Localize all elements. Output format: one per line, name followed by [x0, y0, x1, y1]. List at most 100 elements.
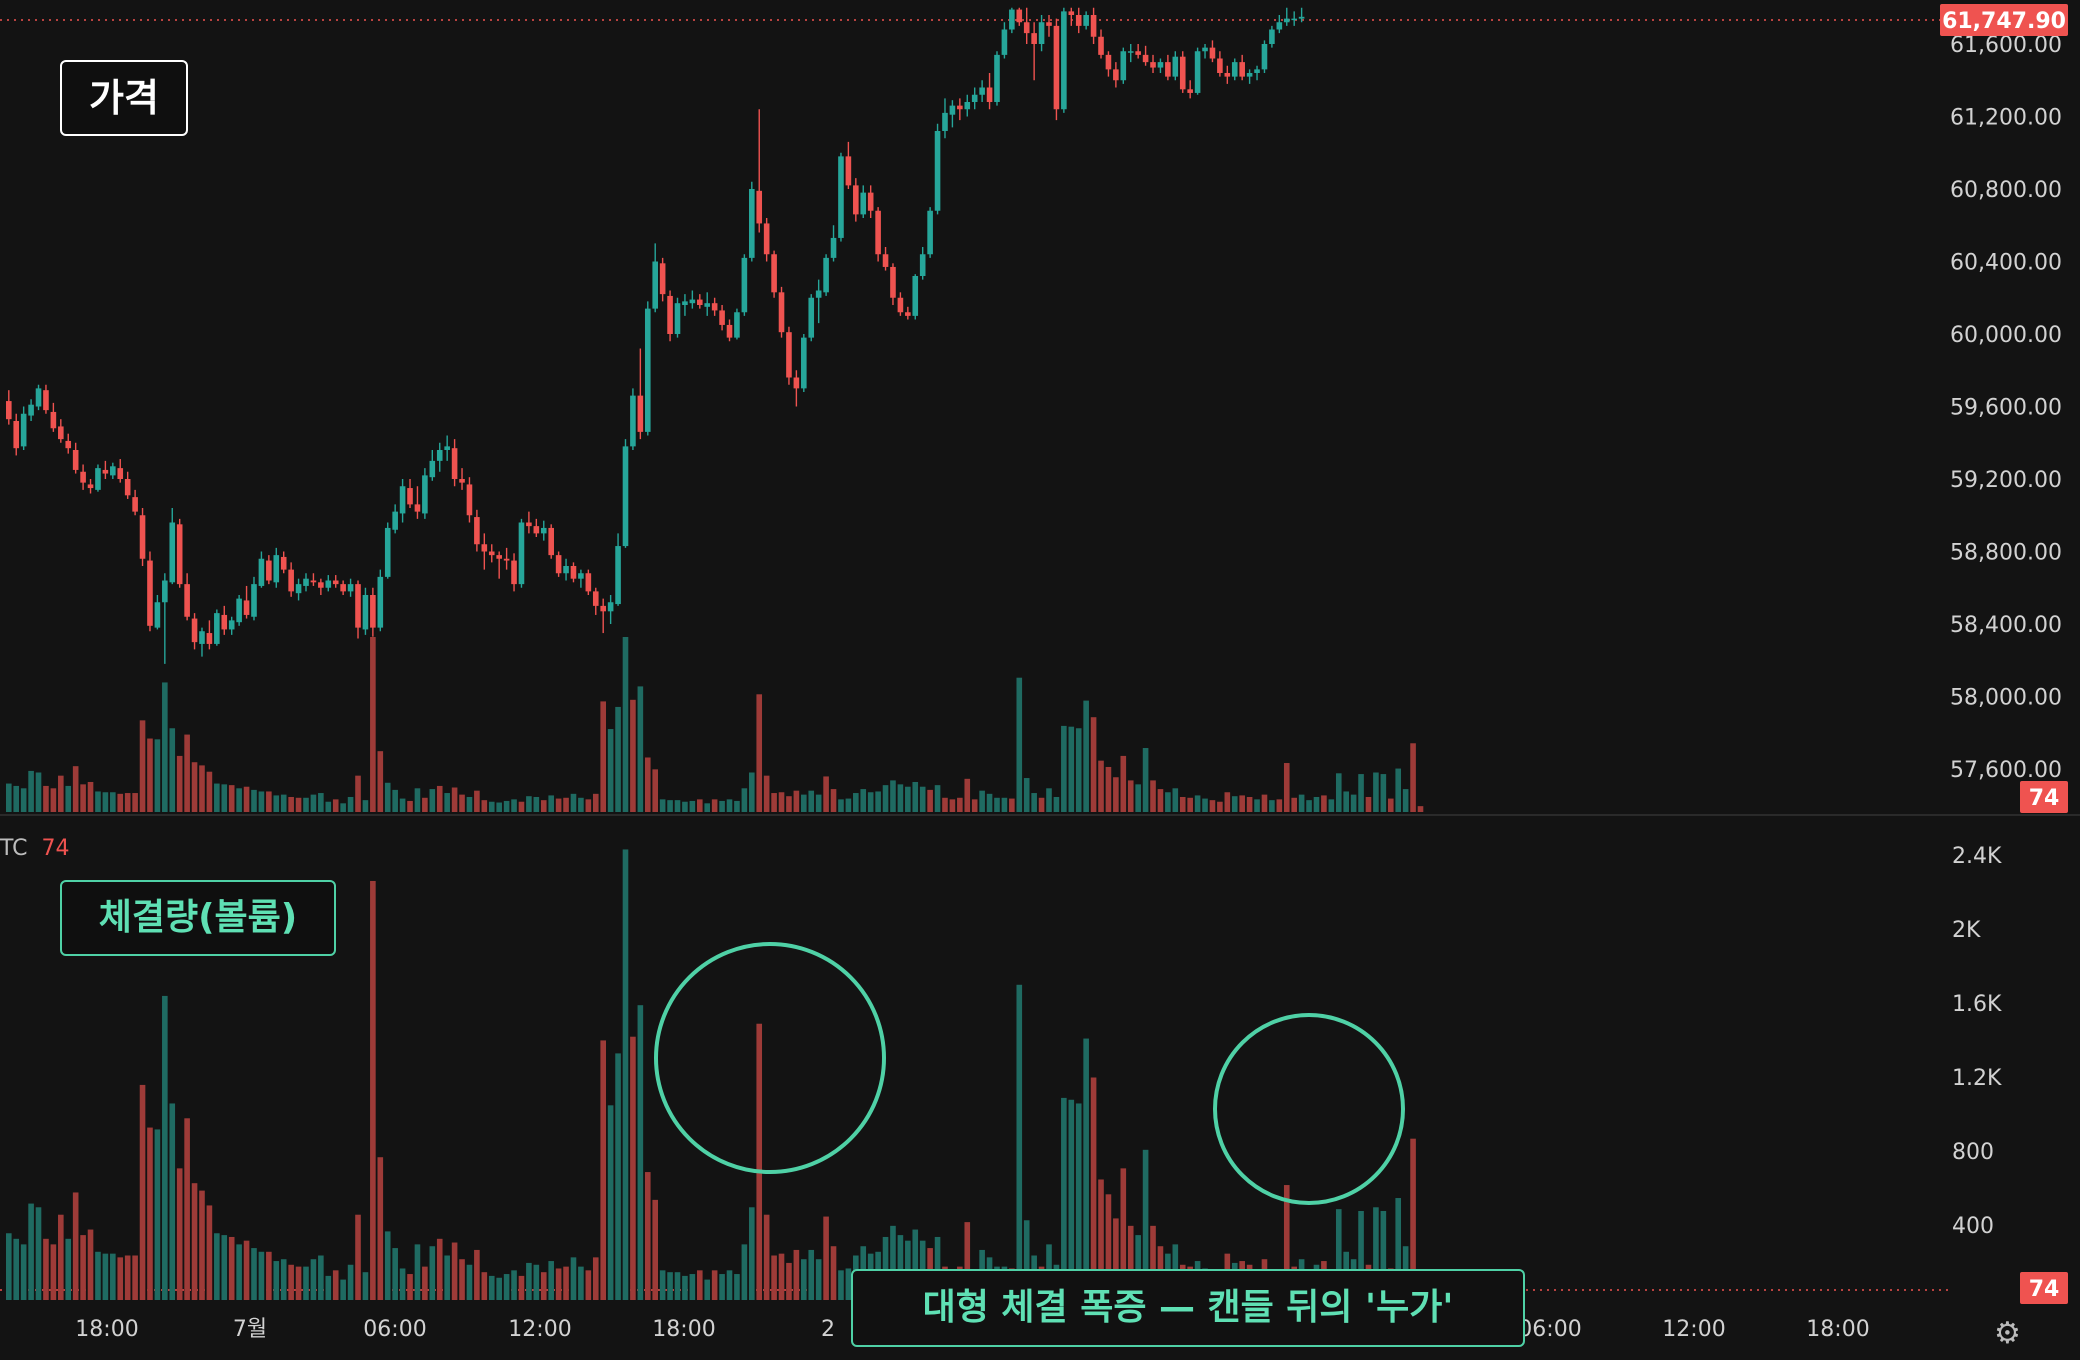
- volume-bar: [1083, 1038, 1089, 1300]
- candle-body: [971, 94, 978, 102]
- overlay-volume-bar: [1135, 784, 1141, 812]
- volume-bar: [763, 1214, 770, 1300]
- overlay-volume-bar: [949, 799, 956, 812]
- last-price-badge: 61,747.90: [1940, 4, 2068, 36]
- overlay-volume-bar: [87, 781, 94, 812]
- overlay-volume-bar: [1150, 780, 1156, 812]
- volume-bar: [1335, 1209, 1342, 1300]
- candle: [355, 580, 361, 639]
- candle: [830, 225, 837, 262]
- volume-bar: [890, 1225, 896, 1300]
- volume-bar: [771, 1255, 777, 1300]
- candle-body: [622, 446, 629, 547]
- volume-bar: [793, 1249, 800, 1300]
- volume-bar: [1016, 984, 1023, 1300]
- candle: [13, 413, 20, 456]
- volume-bar: [1127, 1225, 1134, 1300]
- overlay-volume-bar: [585, 799, 592, 812]
- last-volume-badge-text: 74: [2029, 1277, 2060, 1302]
- candle-body: [1098, 36, 1104, 55]
- overlay-volume-bar: [1276, 799, 1283, 812]
- candle: [1046, 15, 1052, 37]
- candle-body: [266, 560, 272, 581]
- candle: [526, 511, 532, 534]
- volume-bar: [592, 1257, 599, 1300]
- candle-body: [436, 450, 443, 461]
- candle-body: [1135, 51, 1141, 55]
- volume-bar: [236, 1244, 242, 1300]
- overlay-volume-bar: [526, 796, 532, 812]
- volume-tick-label: 1.6K: [1952, 992, 2002, 1017]
- candle: [860, 185, 867, 218]
- overlay-volume-bar: [1335, 773, 1342, 812]
- overlay-volume-bar: [734, 800, 740, 812]
- volume-bar: [711, 1270, 718, 1300]
- candle: [578, 569, 584, 588]
- candle-body: [1246, 73, 1253, 77]
- overlay-volume-bar: [392, 789, 398, 812]
- candle-body: [518, 522, 525, 585]
- time-tick-label: 18:00: [75, 1317, 138, 1342]
- candle: [451, 439, 458, 487]
- candle: [1157, 58, 1164, 73]
- candle-body: [949, 105, 956, 115]
- candle-body: [199, 631, 205, 644]
- candle-body: [630, 395, 636, 447]
- volume-bar: [1150, 1225, 1156, 1300]
- candle: [466, 477, 473, 523]
- candle: [801, 334, 807, 392]
- overlay-volume-bar: [65, 785, 72, 812]
- volume-bar: [6, 1233, 12, 1300]
- overlay-volume-bar: [942, 797, 948, 812]
- overlay-volume-bar: [1291, 797, 1297, 812]
- price-tick-label: 60,800.00: [1950, 178, 2062, 203]
- overlay-volume-bar: [407, 800, 413, 812]
- last-volume-badge: 74: [2020, 1272, 2068, 1304]
- candle-body: [332, 580, 339, 585]
- candle: [429, 450, 436, 481]
- candle-body: [422, 475, 428, 514]
- volume-bar: [407, 1274, 413, 1300]
- overlay-volume-bar: [332, 799, 339, 812]
- volume-bar: [563, 1266, 569, 1300]
- candle-body: [444, 446, 450, 450]
- volume-axis[interactable]: 2.4K 2K 1.6K 1.2K 800 400: [1952, 844, 2002, 1239]
- candle: [942, 98, 948, 139]
- last-price-badge-bg: [1940, 4, 2068, 36]
- candle: [689, 290, 696, 309]
- volume-bar: [912, 1229, 919, 1300]
- candle: [1172, 51, 1179, 81]
- overlay-volume-bar: [139, 720, 146, 812]
- volume-bar: [1142, 1149, 1149, 1300]
- volume-bar: [882, 1236, 889, 1300]
- overlay-volume-bar: [622, 637, 629, 812]
- overlay-volume-bar: [162, 682, 168, 812]
- overlay-volume-bar: [1105, 766, 1112, 812]
- overlay-volume-bar: [1061, 725, 1067, 812]
- overlay-volume-bar: [1157, 789, 1164, 812]
- overlay-volume-bar: [652, 769, 659, 812]
- overlay-volume-bar: [808, 790, 815, 812]
- price-axis[interactable]: 61,600.00 61,200.00 60,800.00 60,400.00 60,0…: [1950, 33, 2062, 783]
- settings-gear-icon[interactable]: ⚙: [1994, 1316, 2021, 1351]
- volume-bar: [273, 1261, 280, 1300]
- candle: [585, 569, 592, 595]
- candle: [481, 533, 488, 570]
- volume-bar: [607, 1105, 614, 1300]
- candle: [1038, 15, 1045, 52]
- overlay-volume-bar: [689, 800, 696, 812]
- candle-body: [169, 522, 176, 583]
- overlay-volume-bar: [273, 795, 280, 812]
- candle-body: [340, 584, 346, 592]
- candle-body: [1231, 62, 1238, 77]
- candle: [1098, 29, 1104, 59]
- overlay-volume-bar: [414, 788, 421, 812]
- candle: [169, 508, 176, 585]
- candle-body: [303, 578, 309, 586]
- overlay-volume-badge-bg: [2020, 781, 2068, 813]
- volume-bar: [35, 1207, 42, 1300]
- candle-body: [280, 556, 287, 570]
- candle-body: [786, 332, 792, 378]
- overlay-volume-bar: [511, 799, 517, 812]
